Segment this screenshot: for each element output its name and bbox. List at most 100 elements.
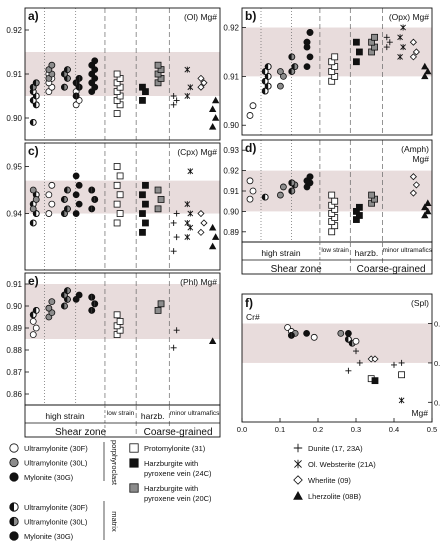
- y-tick-label: 0.92: [223, 24, 239, 33]
- marker-half: [288, 332, 292, 339]
- marker-asterisk: [397, 53, 403, 60]
- marker-sq-b: [352, 58, 360, 66]
- marker-sq-g: [157, 300, 165, 308]
- marker-circle: [344, 329, 352, 337]
- y-tick-label: 0.92: [223, 167, 239, 176]
- marker-half: [91, 205, 95, 212]
- marker-square: [154, 186, 162, 194]
- marker-half: [9, 531, 14, 541]
- marker-triangle: [211, 233, 220, 240]
- marker-star: [184, 219, 191, 226]
- marker-triangle: [424, 67, 432, 75]
- marker-half: [310, 29, 313, 36]
- marker-outline: [306, 173, 314, 181]
- marker-c-w: [32, 324, 40, 332]
- marker-c-w: [310, 333, 318, 341]
- panel-title: (Phl) Mg#: [180, 277, 217, 287]
- marker-hc-g: [64, 295, 71, 303]
- marker-circle: [48, 61, 56, 69]
- marker-tri: [424, 207, 432, 215]
- y-tick-label: 0.88: [6, 346, 22, 355]
- y-tick-label: 0.90: [6, 302, 22, 311]
- marker-sq-g: [371, 33, 379, 41]
- marker-sq-b: [139, 210, 146, 217]
- marker-outline: [261, 77, 269, 85]
- marker-hc-g: [61, 210, 68, 217]
- marker-half: [288, 68, 292, 75]
- marker-outline: [344, 335, 352, 343]
- panel-title: (Spl): [411, 298, 429, 308]
- marker-half: [30, 311, 34, 318]
- marker-diamond: [409, 38, 417, 46]
- group-low-strain: low strain: [321, 247, 349, 254]
- marker-half: [30, 119, 34, 126]
- marker-plus: [353, 348, 359, 355]
- marker-square: [142, 200, 149, 208]
- marker-star: [397, 34, 403, 41]
- marker-c-w: [29, 317, 37, 325]
- marker-dia: [409, 38, 417, 46]
- marker-plus: [293, 443, 303, 453]
- marker-hc-w: [264, 72, 272, 80]
- marker-sq-g: [154, 205, 162, 213]
- marker-sq-b: [355, 48, 363, 56]
- marker-asterisk: [400, 24, 406, 31]
- marker-tri: [421, 72, 429, 80]
- marker-half: [61, 84, 65, 91]
- marker-half: [262, 194, 266, 201]
- marker-square: [355, 48, 363, 56]
- marker-c-b: [303, 329, 311, 337]
- marker-c-b: [72, 172, 80, 180]
- legend-label: Ultramylonite (30L): [24, 518, 88, 527]
- marker-square: [139, 228, 146, 236]
- marker-hc-b: [88, 186, 96, 194]
- marker-hc-b: [75, 75, 83, 82]
- marker-outline: [88, 306, 96, 314]
- marker-tri: [211, 114, 220, 121]
- marker-plus: [356, 359, 363, 366]
- marker-circle: [32, 324, 40, 332]
- marker-tri: [211, 96, 220, 104]
- marker-dia: [409, 189, 417, 197]
- marker-half: [91, 196, 95, 203]
- marker-triangle: [208, 122, 217, 130]
- marker-circle: [279, 183, 287, 191]
- marker-tri: [208, 223, 217, 231]
- marker-circle: [246, 195, 254, 203]
- marker-sq-w: [398, 371, 406, 379]
- marker-c-b: [344, 329, 352, 337]
- marker-circle: [337, 329, 345, 337]
- marker-c-w: [48, 181, 56, 189]
- marker-star: [184, 201, 191, 208]
- marker-asterisk: [294, 459, 302, 469]
- right-group-axis: high strain low strain harzb. minor ultrama…: [241, 241, 433, 275]
- marker-c-b: [306, 53, 314, 61]
- marker-star: [400, 44, 406, 51]
- marker-hc-g: [288, 179, 296, 187]
- marker-plus: [356, 359, 363, 366]
- marker-hc-w: [264, 82, 272, 90]
- marker-sq-g: [129, 483, 139, 493]
- marker-outline: [29, 219, 37, 227]
- marker-half: [304, 39, 307, 46]
- marker-half: [262, 88, 266, 95]
- y-tick-label: 0.92: [6, 26, 22, 35]
- marker-hc-w: [29, 219, 37, 227]
- marker-asterisk: [398, 397, 405, 404]
- marker-half: [61, 292, 65, 298]
- marker-c-w: [246, 177, 254, 185]
- marker-hc-b: [287, 331, 295, 339]
- marker-plus: [345, 367, 352, 374]
- marker-square: [371, 377, 379, 385]
- marker-sq-g: [157, 196, 165, 203]
- marker-square: [139, 191, 146, 199]
- marker-half: [88, 307, 92, 314]
- marker-outline: [9, 531, 19, 541]
- marker-c-b: [9, 472, 19, 482]
- marker-sq-w: [113, 110, 121, 117]
- marker-circle: [9, 457, 19, 468]
- marker-plus: [293, 443, 303, 453]
- marker-half: [91, 294, 95, 301]
- marker-sq-w: [328, 228, 336, 236]
- marker-square: [355, 203, 363, 211]
